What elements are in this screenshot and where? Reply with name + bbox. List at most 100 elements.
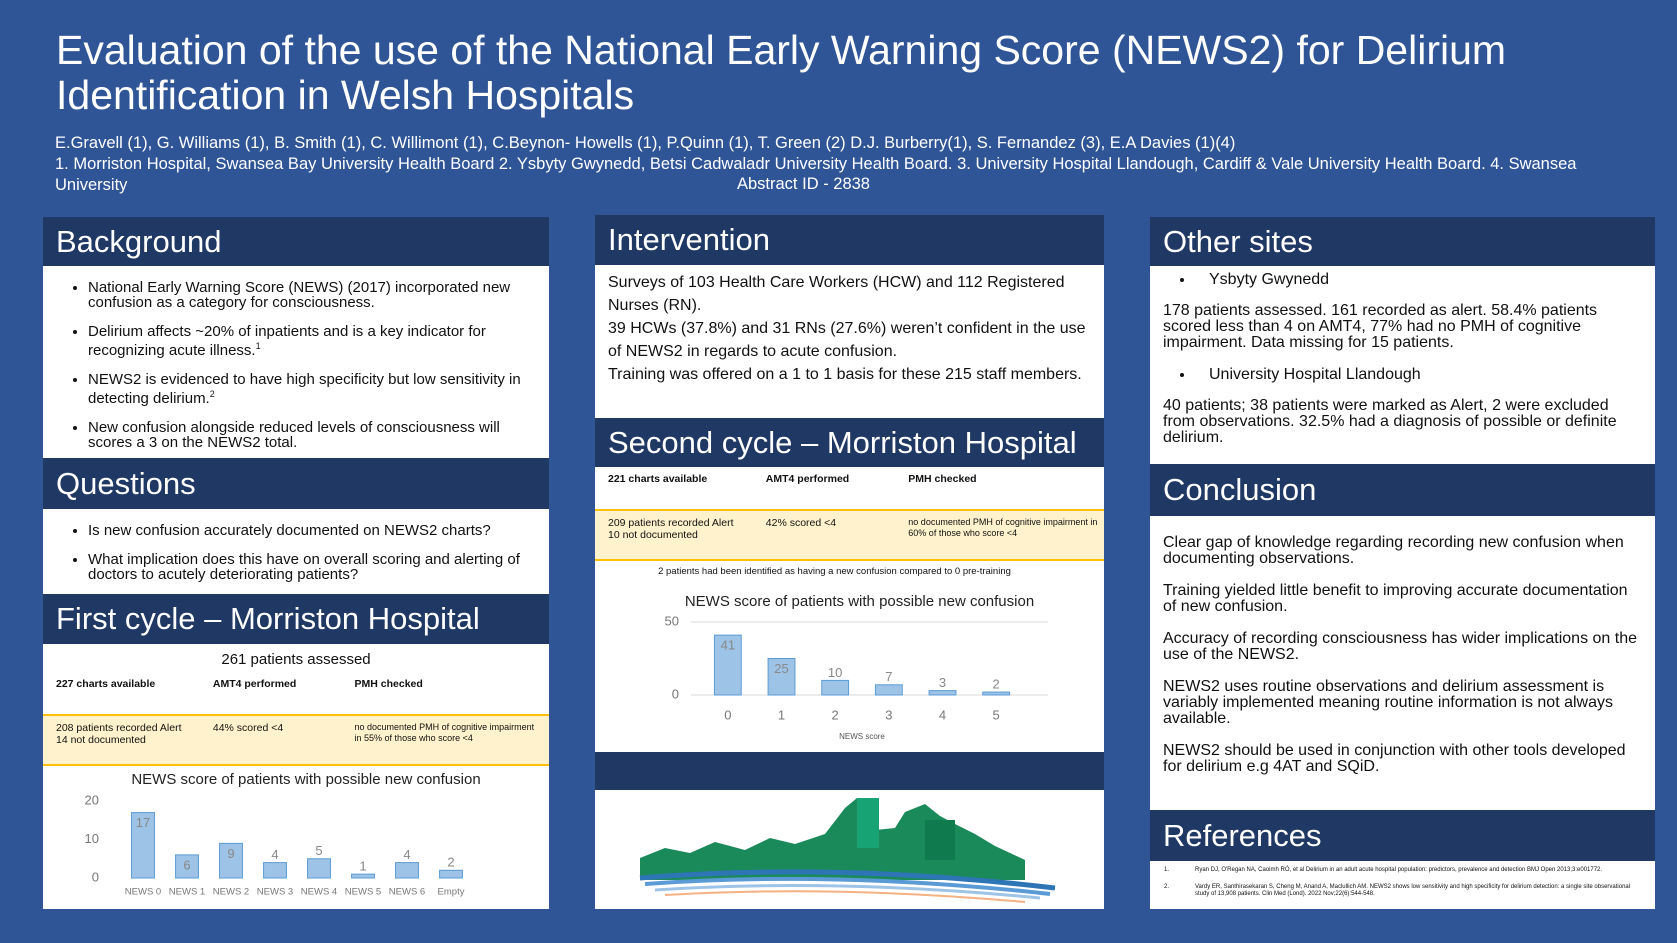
- x-tick-label: NEWS 5: [345, 887, 381, 898]
- paragraph: 40 patients; 38 patients were marked as …: [1163, 397, 1617, 446]
- bar: [395, 862, 419, 879]
- wave: [639, 869, 1056, 891]
- x-axis-label: NEWS score: [839, 732, 885, 741]
- citation: 1: [255, 341, 261, 351]
- x-tick-label: 2: [832, 707, 839, 722]
- column: Background National Early Warning Score …: [43, 217, 549, 909]
- data-label: 7: [885, 669, 892, 684]
- data-label: 25: [774, 661, 788, 676]
- bullet: Delirium affects ~20% of inpatients and …: [88, 324, 535, 358]
- tower: [857, 798, 879, 848]
- section-body: 221 charts available AMT4 performed PMH ch…: [595, 467, 1104, 752]
- bullet-text: New confusion alongside reduced levels o…: [88, 419, 500, 451]
- reference-number: 2.: [1164, 884, 1170, 890]
- section-body: 1. Ryan DJ, O'Regan NA, Caoimh RÓ, et al …: [1150, 861, 1655, 909]
- data-label: 4: [271, 847, 278, 862]
- paragraph: Surveys of 103 Health Care Workers (HCW)…: [608, 274, 1065, 314]
- table-cell: 44% scored <4: [199, 715, 342, 766]
- bullet: University Hospital Llandough: [1195, 367, 1641, 383]
- x-tick-label: NEWS 1: [169, 887, 205, 898]
- bullet-text: NEWS2 is evidenced to have high specific…: [88, 371, 521, 407]
- table-header: PMH checked: [895, 467, 1104, 511]
- paragraph: Training was offered on a 1 to 1 basis f…: [608, 366, 1082, 383]
- paragraphs: Surveys of 103 Health Care Workers (HCW)…: [595, 265, 1104, 386]
- bar-chart: NEWS score of patients with possible new…: [665, 593, 1048, 741]
- bullet: NEWS2 is evidenced to have high specific…: [88, 372, 535, 406]
- table-caption: 261 patients assessed: [221, 651, 371, 668]
- paragraph: NEWS2 uses routine observations and deli…: [1163, 678, 1613, 727]
- x-tick-label: 4: [939, 707, 946, 722]
- bullet-text: Delirium affects ~20% of inpatients and …: [88, 323, 486, 359]
- x-tick-label: 0: [724, 707, 731, 722]
- bar: [131, 812, 155, 879]
- bar: [439, 869, 463, 879]
- bullet-text: National Early Warning Score (NEWS) (201…: [88, 279, 511, 311]
- bar: [982, 691, 1011, 696]
- x-tick-label: NEWS 2: [213, 887, 249, 898]
- column: Intervention Surveys of 103 Health Care …: [595, 215, 1104, 909]
- section-body: 261 patients assessed 227 charts availab…: [43, 644, 549, 909]
- bullet-list: National Early Warning Score (NEWS) (201…: [43, 280, 549, 450]
- x-tick-label: Empty: [438, 887, 465, 898]
- reference-text: Ryan DJ, O'Regan NA, Caoimh RÓ, et al De…: [1195, 867, 1603, 873]
- bullet-list: Ysbyty Gwynedd: [1150, 272, 1655, 288]
- skyline: [640, 798, 1025, 880]
- bar: [821, 679, 850, 696]
- bar: [767, 658, 796, 696]
- section-heading: Conclusion: [1150, 464, 1655, 516]
- bar: [351, 873, 375, 879]
- table-header: 221 charts available: [595, 467, 753, 511]
- x-tick-label: 3: [885, 707, 892, 722]
- paragraph: 39 HCWs (37.8%) and 31 RNs (27.6%) weren…: [608, 320, 1086, 360]
- table-header: PMH checked: [341, 672, 549, 716]
- data-label: 5: [315, 843, 322, 858]
- table-cell: 208 patients recorded Alert 14 not docum…: [43, 715, 200, 766]
- section-heading: References: [1150, 810, 1655, 861]
- x-tick-label: NEWS 4: [301, 887, 337, 898]
- section-body: National Early Warning Score (NEWS) (201…: [43, 266, 549, 458]
- table-cell: no documented PMH of cognitive impairmen…: [895, 510, 1104, 561]
- wave: [664, 890, 1026, 903]
- y-tick-label: 0: [92, 869, 99, 884]
- section-heading: Second cycle – Morriston Hospital: [595, 418, 1104, 467]
- affiliations: 1. Morriston Hospital, Swansea Bay Unive…: [55, 155, 1577, 194]
- column: Other sites Ysbyty Gwynedd 178 patients …: [1150, 217, 1655, 909]
- x-tick-label: 5: [993, 707, 1000, 722]
- section-body: Is new confusion accurately documented o…: [43, 509, 549, 594]
- y-tick-label: 0: [672, 686, 679, 701]
- data-label: 4: [403, 847, 410, 862]
- section-body: Clear gap of knowledge regarding recordi…: [1150, 516, 1655, 810]
- skyline-logo: [639, 798, 1056, 903]
- wave: [654, 884, 1041, 900]
- table-note: 2 patients had been identified as having…: [658, 566, 1011, 577]
- data-label: 9: [227, 846, 234, 861]
- bar: [175, 854, 199, 879]
- bar: [307, 858, 331, 879]
- castle: [925, 820, 955, 860]
- bullet-list: University Hospital Llandough: [1150, 367, 1655, 383]
- results-table: 227 charts available AMT4 performed PMH ch…: [43, 672, 549, 766]
- reference-number: 1.: [1164, 867, 1170, 873]
- section-body: Ysbyty Gwynedd 178 patients assessed. 16…: [1150, 266, 1655, 464]
- data-label: 1: [359, 859, 366, 874]
- data-label: 41: [721, 638, 735, 653]
- paragraph: 178 patients assessed. 161 recorded as a…: [1163, 302, 1598, 351]
- x-tick-label: 1: [778, 707, 785, 722]
- bullet: What implication does this have on overa…: [88, 552, 535, 582]
- section-heading: First cycle – Morriston Hospital: [43, 594, 549, 644]
- bar: [928, 690, 957, 696]
- x-tick-label: NEWS 3: [257, 887, 293, 898]
- data-label: 6: [183, 857, 190, 872]
- paragraph: Training yielded little benefit to impro…: [1163, 582, 1628, 615]
- table-header: AMT4 performed: [199, 672, 342, 716]
- bar: [219, 842, 243, 879]
- poster-title: Evaluation of the use of the National Ea…: [56, 27, 1507, 118]
- data-label: 10: [828, 665, 842, 680]
- bar: [263, 862, 287, 879]
- reference-text: Vardy ER, Santhirasekaran S, Cheng M, An…: [1195, 884, 1631, 897]
- abstract-id: Abstract ID - 2838: [737, 175, 870, 193]
- image-panel: [595, 790, 1104, 909]
- band: [595, 752, 1104, 790]
- bar-chart: NEWS score of patients with possible new…: [85, 771, 481, 898]
